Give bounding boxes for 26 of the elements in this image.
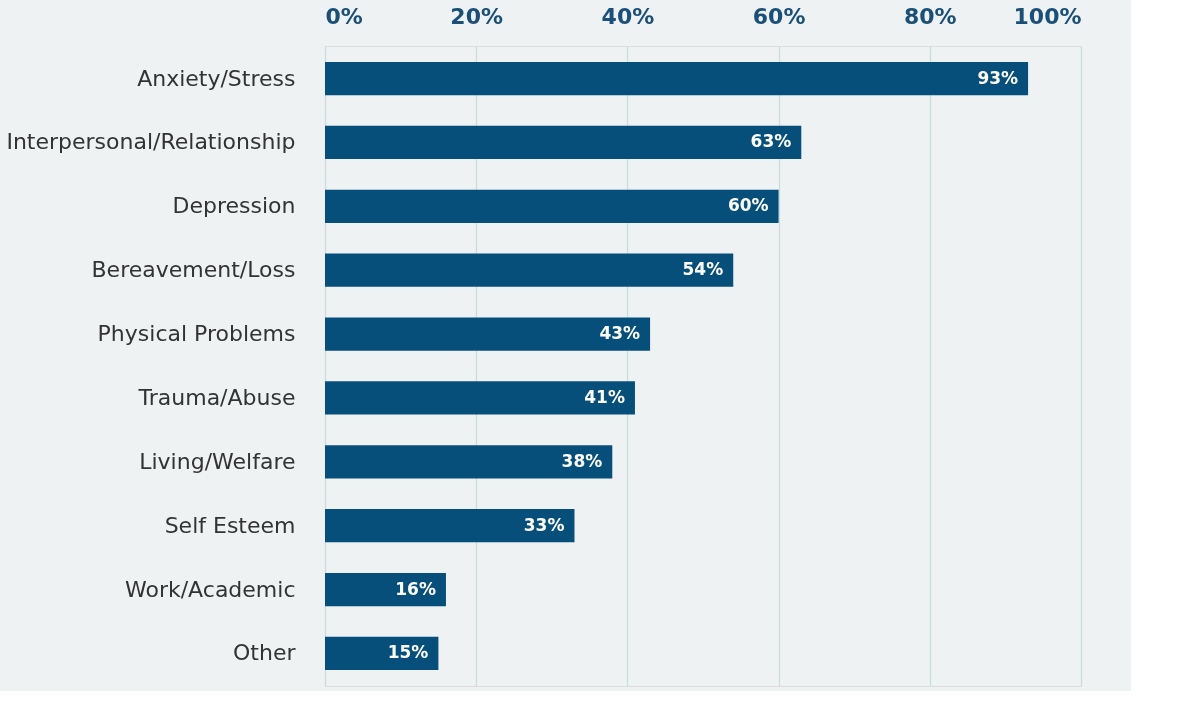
data-label: 15% (387, 642, 429, 663)
data-label: 54% (682, 259, 724, 280)
x-tick-label: 80% (903, 3, 957, 29)
y-tick-label: Self Esteem (164, 512, 296, 538)
data-label: 43% (599, 323, 641, 344)
data-label: 33% (523, 514, 565, 535)
data-label: 38% (561, 450, 603, 471)
y-tick-label: Bereavement/Loss (91, 257, 296, 283)
x-tick-label: 0% (325, 3, 363, 29)
x-tick-label: 60% (752, 3, 806, 29)
data-label: 16% (395, 578, 436, 599)
y-tick-label: Depression (172, 193, 296, 219)
y-tick-label: Physical Problems (97, 321, 296, 347)
y-tick-label: Living/Welfare (139, 448, 296, 474)
data-label: 60% (727, 195, 769, 216)
y-tick-label: Other (233, 640, 297, 666)
y-tick-label: Work/Academic (125, 576, 296, 602)
x-tick-label: 100% (1013, 3, 1082, 29)
y-tick-label: Trauma/Abuse (137, 384, 296, 410)
x-tick-label: 40% (601, 3, 655, 29)
data-label: 93% (977, 67, 1019, 88)
data-label: 63% (750, 131, 792, 152)
data-label: 41% (584, 386, 625, 407)
y-tick-label: Interpersonal/Relationship (6, 129, 296, 155)
y-tick-label: Anxiety/Stress (137, 65, 296, 91)
x-tick-label: 20% (450, 3, 504, 29)
